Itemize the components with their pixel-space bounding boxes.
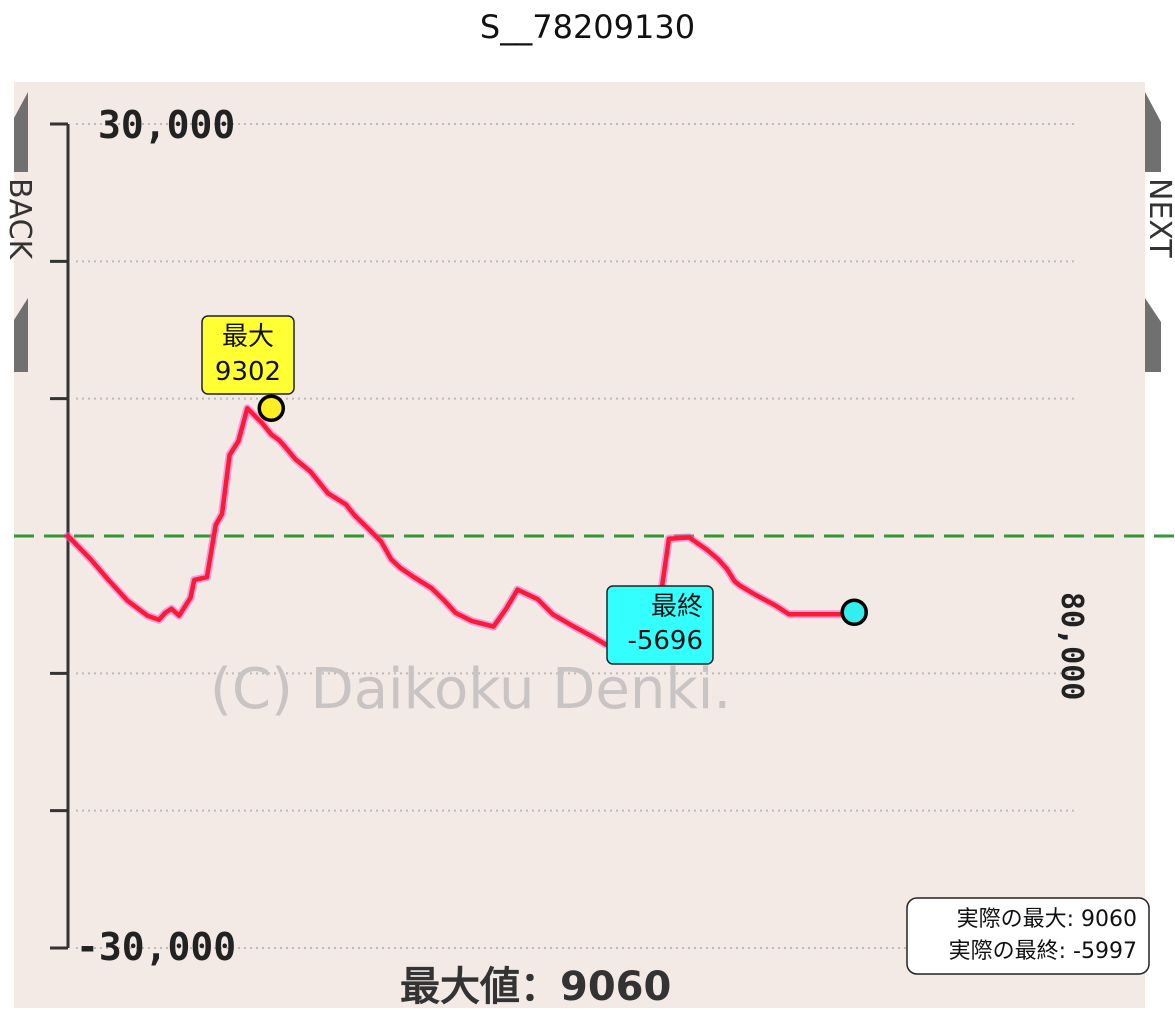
max-callout: 最大 9302	[201, 315, 295, 395]
plot-background	[14, 82, 1158, 1008]
final-callout-value: -5696	[627, 626, 703, 656]
next-arrow-lower-icon	[1145, 298, 1161, 372]
final-callout-label: 最終	[651, 592, 703, 622]
footer-max-value: 最大値：9060	[400, 964, 671, 1010]
info-box: 実際の最大: 9060 実際の最終: -5997	[906, 897, 1150, 975]
max-callout-value: 9302	[215, 357, 281, 387]
final-callout-box	[606, 585, 714, 665]
next-nav-label: NEXT	[1142, 178, 1175, 258]
final-callout: 最終 -5696	[606, 585, 714, 665]
max-point-marker	[257, 394, 286, 423]
next-nav-button[interactable]: NEXT	[1142, 92, 1175, 372]
chart-title: S__78209130	[479, 8, 696, 46]
final-point-marker	[840, 598, 868, 626]
watermark: (C) Daikoku Denki.	[210, 657, 731, 722]
y-tick-label-top: 30,000	[98, 103, 235, 147]
series-line	[65, 406, 851, 654]
info-box-frame	[906, 897, 1150, 975]
max-callout-label: 最大	[222, 322, 274, 352]
back-nav-button[interactable]: BACK	[2, 92, 37, 372]
next-arrow-icon	[1145, 92, 1161, 172]
max-callout-box	[201, 315, 295, 395]
back-nav-label: BACK	[2, 178, 37, 261]
back-arrow-lower-icon	[14, 298, 28, 372]
info-actual-final: 実際の最終: -5997	[949, 939, 1137, 964]
x-tick-label-right: 80,000	[1054, 592, 1089, 700]
info-actual-max: 実際の最大: 9060	[957, 907, 1137, 932]
back-arrow-icon	[14, 92, 28, 172]
y-tick-label-bottom: -30,000	[76, 925, 236, 969]
